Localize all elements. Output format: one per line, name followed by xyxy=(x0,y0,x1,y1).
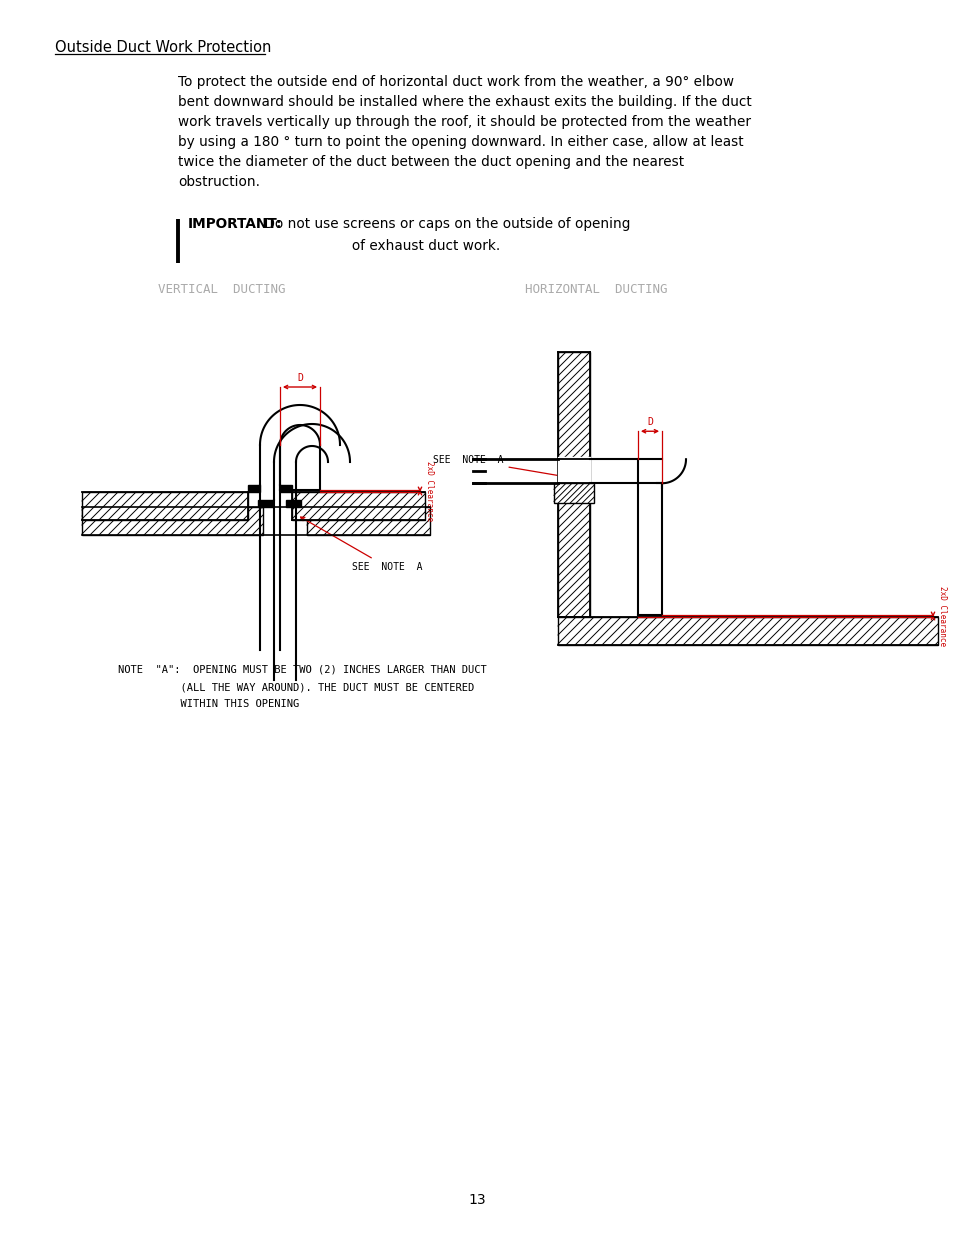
Text: HORIZONTAL  DUCTING: HORIZONTAL DUCTING xyxy=(524,283,667,296)
Bar xyxy=(82,508,263,535)
Text: (ALL THE WAY AROUND). THE DUCT MUST BE CENTERED: (ALL THE WAY AROUND). THE DUCT MUST BE C… xyxy=(118,682,474,692)
Bar xyxy=(257,500,273,508)
Bar xyxy=(248,485,260,492)
Text: Do not use screens or caps on the outside of opening
                     of exh: Do not use screens or caps on the outsid… xyxy=(260,217,630,253)
Text: NOTE  "A":  OPENING MUST BE TWO (2) INCHES LARGER THAN DUCT: NOTE "A": OPENING MUST BE TWO (2) INCHES… xyxy=(118,664,486,676)
Text: VERTICAL  DUCTING: VERTICAL DUCTING xyxy=(158,283,285,296)
Text: D: D xyxy=(296,373,303,383)
Bar xyxy=(82,492,248,520)
Text: SEE  NOTE  A: SEE NOTE A xyxy=(300,517,422,572)
Text: SEE  NOTE  A: SEE NOTE A xyxy=(433,456,587,482)
Text: IMPORTANT:: IMPORTANT: xyxy=(188,217,282,231)
Text: 2xD Clearance: 2xD Clearance xyxy=(424,461,434,521)
Bar xyxy=(280,485,292,492)
Text: 2xD Clearance: 2xD Clearance xyxy=(937,585,946,646)
Bar xyxy=(307,508,430,535)
Bar xyxy=(558,352,589,618)
Bar xyxy=(292,492,424,520)
Bar xyxy=(554,483,594,503)
Text: D: D xyxy=(646,417,652,427)
Bar xyxy=(558,618,937,645)
Text: WITHIN THIS OPENING: WITHIN THIS OPENING xyxy=(118,699,299,709)
Text: To protect the outside end of horizontal duct work from the weather, a 90° elbow: To protect the outside end of horizontal… xyxy=(178,75,751,189)
Text: Outside Duct Work Protection: Outside Duct Work Protection xyxy=(55,40,271,56)
Bar xyxy=(286,500,301,508)
Text: 13: 13 xyxy=(468,1193,485,1207)
